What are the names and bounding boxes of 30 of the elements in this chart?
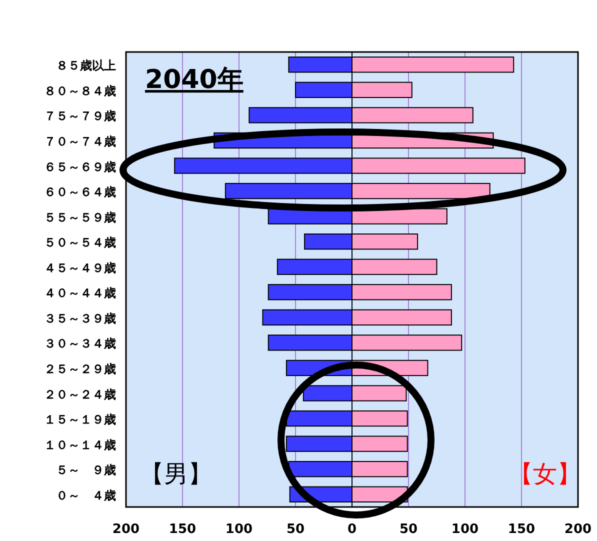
y-tick-label: ５５～５９歳	[44, 210, 116, 224]
x-tick-label: 150	[168, 522, 196, 537]
y-tick-label: ８５歳以上	[56, 58, 116, 73]
annotation: 【男】	[140, 460, 212, 488]
x-tick-label: 50	[286, 522, 305, 537]
y-tick-label: ８０～８４歳	[44, 84, 116, 98]
y-tick-label: ７０～７４歳	[44, 134, 116, 148]
y-tick-label: ６０～６４歳	[44, 185, 116, 200]
annotation: 【女】	[509, 460, 581, 488]
y-tick-label: ７５～７９歳	[44, 109, 116, 124]
y-tick-label: ０～ ４歳	[56, 488, 116, 502]
x-tick-label: 150	[508, 522, 536, 537]
y-tick-label: ５０～５４歳	[44, 236, 116, 250]
y-tick-label: ３０～３４歳	[44, 336, 116, 351]
y-tick-label: １０～１４歳	[44, 438, 116, 452]
y-tick-label: ６５～６９歳	[44, 160, 116, 174]
y-tick-label: ３５～３９歳	[44, 311, 116, 326]
x-tick-label: 100	[451, 522, 479, 537]
x-tick-label: 50	[399, 522, 418, 537]
x-tick-label: 200	[112, 522, 140, 537]
y-tick-label: ２５～２９歳	[44, 362, 116, 376]
x-tick-label: 100	[225, 522, 253, 537]
x-tick-label: 200	[564, 522, 592, 537]
y-tick-label: ４０～４４歳	[44, 286, 116, 300]
y-tick-label: ２０～２４歳	[44, 387, 116, 402]
x-tick-label: 0	[347, 522, 357, 537]
y-tick-label: ４５～４９歳	[44, 260, 116, 275]
y-tick-label: １５～１９歳	[44, 412, 116, 427]
text: 2040年	[145, 65, 244, 95]
y-tick-label: ５～ ９歳	[56, 463, 116, 478]
